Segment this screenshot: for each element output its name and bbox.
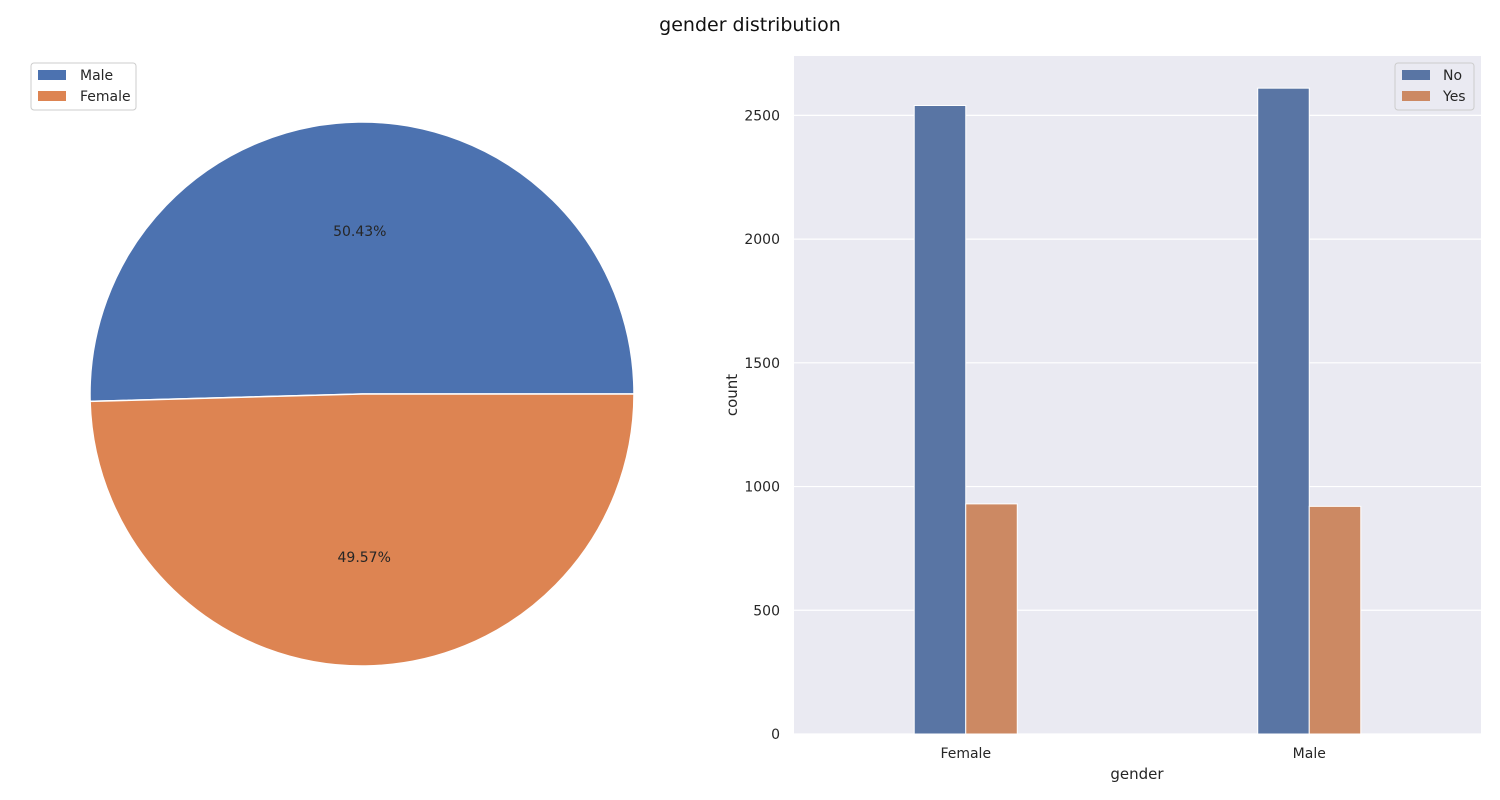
pie-chart: 50.43% 49.57% Male Female	[30, 62, 635, 667]
pie-value-label-female: 49.57%	[338, 550, 391, 566]
bar-x-axis-label: gender	[1110, 765, 1164, 783]
bar-plot-area	[794, 56, 1481, 734]
bar-male-no	[1257, 87, 1310, 735]
legend-label-female: Female	[80, 89, 131, 105]
y-tick-label: 1000	[744, 480, 780, 496]
pie-value-label-male: 50.43%	[333, 224, 386, 240]
bar-male-yes	[1308, 505, 1362, 735]
y-tick-label: 1500	[744, 356, 780, 372]
y-tick-label: 2000	[744, 232, 780, 248]
legend-label-male: Male	[80, 68, 113, 84]
y-tick-label: 0	[771, 727, 780, 743]
y-tick-label: 2500	[744, 108, 780, 124]
pie-slice-male	[89, 121, 635, 403]
pie-legend: Male Female	[30, 62, 137, 111]
bar-chart: 0 500 1000 1500 2000 2500 Female Male gender c…	[723, 56, 1481, 783]
legend-swatch-female	[38, 91, 66, 101]
bar-female-yes	[965, 503, 1018, 735]
legend-swatch-no	[1402, 70, 1430, 80]
legend-label-no: No	[1443, 68, 1462, 84]
bar-gridlines	[794, 114, 1481, 735]
pie-slices	[89, 121, 635, 667]
x-tick-label: Female	[940, 746, 991, 762]
y-tick-label: 500	[753, 603, 780, 619]
figure-title: gender distribution	[659, 14, 841, 36]
bar-y-tick-labels: 0 500 1000 1500 2000 2500	[744, 108, 780, 743]
legend-swatch-yes	[1402, 91, 1430, 101]
bar-female-no	[913, 104, 967, 735]
legend-label-yes: Yes	[1442, 89, 1466, 105]
bar-y-axis-label: count	[723, 374, 741, 416]
pie-value-labels: 50.43% 49.57%	[333, 224, 391, 566]
pie-slice-female	[89, 393, 635, 667]
bar-bars	[913, 87, 1362, 735]
legend-swatch-male	[38, 70, 66, 80]
bar-legend: No Yes	[1394, 62, 1475, 111]
x-tick-label: Male	[1293, 746, 1326, 762]
bar-x-tick-labels: Female Male	[940, 746, 1325, 762]
